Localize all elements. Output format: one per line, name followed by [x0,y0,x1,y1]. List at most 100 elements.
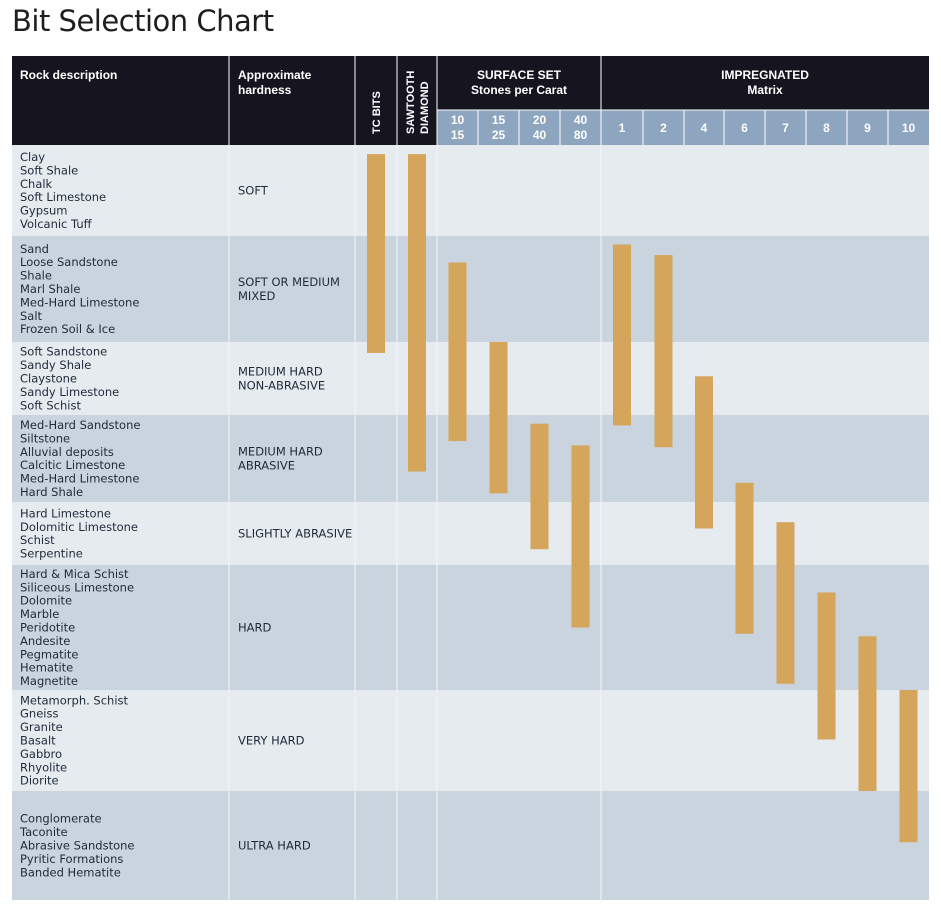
rock-name: Taconite [19,825,68,839]
header-sawtooth-line2: DIAMOND [419,81,431,134]
surface-set-range-bottom: 25 [492,128,506,142]
hardness-label: SLIGHTLY ABRASIVE [238,527,352,541]
rock-name: Gneiss [20,707,58,721]
rock-name: Diorite [20,774,59,788]
hardness-label: ABRASIVE [238,459,295,473]
hardness-label: HARD [238,621,272,635]
rock-name: Marl Shale [20,282,80,296]
rock-name: Gypsum [20,204,68,218]
surface-set-range-bottom: 80 [574,128,588,142]
suitability-bar [735,482,754,634]
impregnated-matrix-number: 2 [660,121,667,135]
table-row [12,236,929,342]
rock-name: Marble [20,607,59,621]
rock-name: Soft Schist [20,398,81,412]
rock-name: Schist [20,533,55,547]
rock-name: Pyritic Formations [20,852,123,866]
table-row [12,565,929,690]
rock-name: Peridotite [20,621,75,635]
suitability-bar [776,522,795,684]
page-title: Bit Selection Chart [12,4,274,38]
impregnated-matrix-number: 9 [864,121,871,135]
header-sawtooth-line1: SAWTOOTH [405,71,417,134]
rock-name: Hematite [20,661,73,675]
header-matrix: Matrix [747,83,783,97]
suitability-bar [408,154,426,472]
rock-name: Dolomitic Limestone [20,520,138,534]
rock-name: Gabbro [20,747,62,761]
rock-name: Granite [20,720,63,734]
rock-name: Abrasive Sandstone [20,839,135,853]
rock-name: Volcanic Tuff [20,217,93,231]
rock-name: Chalk [20,177,53,191]
surface-set-range-top: 10 [451,113,465,127]
suitability-bar [858,636,877,791]
rock-name: Siltstone [20,431,70,445]
header-stones-per-carat: Stones per Carat [471,83,567,97]
rock-name: Med-Hard Limestone [20,295,139,309]
rock-name: Sand [20,242,49,256]
table-row [12,690,929,791]
rock-name: Soft Sandstone [20,345,107,359]
rock-name: Hard & Mica Schist [20,567,129,581]
header-impregnated: IMPREGNATED [721,68,809,82]
suitability-bar [654,255,673,448]
rock-name: Magnetite [20,674,78,688]
table-row [12,791,929,900]
rock-name: Pegmatite [20,647,78,661]
suitability-bar [899,690,918,843]
subheader-bg [437,110,929,145]
rock-name: Banded Hematite [20,865,121,879]
header-hardness-line1: Approximate [238,68,312,82]
hardness-label: VERY HARD [238,734,305,748]
rock-name: Andesite [20,634,70,648]
rock-name: Frozen Soil & Ice [20,322,115,336]
header-rock-description: Rock description [20,68,117,82]
table-row [12,502,929,565]
rock-name: Sandy Limestone [20,385,119,399]
rock-name: Conglomerate [20,812,102,826]
rock-name: Calcitic Limestone [20,458,125,472]
rock-name: Soft Limestone [20,190,106,204]
suitability-bar [695,376,713,529]
rock-name: Salt [20,309,43,323]
rock-name: Shale [20,269,52,283]
surface-set-range-top: 15 [492,113,506,127]
rock-name: Clay [20,150,45,164]
suitability-bar [448,262,467,442]
suitability-bar [613,244,631,426]
rock-name: Sandy Shale [20,358,91,372]
rock-name: Alluvial deposits [20,445,114,459]
table-row [12,145,929,236]
rock-name: Hard Shale [20,485,83,499]
surface-set-range-top: 40 [574,113,588,127]
rock-name: Claystone [20,372,77,386]
surface-set-range-bottom: 15 [451,128,465,142]
suitability-bar [367,154,385,353]
suitability-bar [817,592,836,740]
hardness-label: MEDIUM HARD [238,445,323,459]
hardness-label: NON-ABRASIVE [238,379,325,393]
impregnated-matrix-number: 6 [741,121,748,135]
rock-name: Soft Shale [20,163,78,177]
table-row [12,415,929,502]
hardness-label: SOFT [238,184,269,198]
suitability-bar [530,423,549,550]
rock-name: Loose Sandstone [20,255,118,269]
hardness-label: MIXED [238,289,275,303]
hardness-label: ULTRA HARD [238,839,311,853]
hardness-label: MEDIUM HARD [238,365,323,379]
surface-set-range-bottom: 40 [533,128,547,142]
rock-name: Basalt [20,734,56,748]
rock-name: Hard Limestone [20,506,111,520]
header-tc-bits: TC BITS [371,91,383,134]
suitability-bar [489,342,508,494]
header-surface-set: SURFACE SET [477,68,562,82]
table-row [12,342,929,415]
impregnated-matrix-number: 1 [619,121,626,135]
hardness-label: SOFT OR MEDIUM [238,275,340,289]
rock-name: Med-Hard Limestone [20,472,139,486]
header-hardness-line2: hardness [238,83,292,97]
rock-name: Dolomite [20,594,72,608]
